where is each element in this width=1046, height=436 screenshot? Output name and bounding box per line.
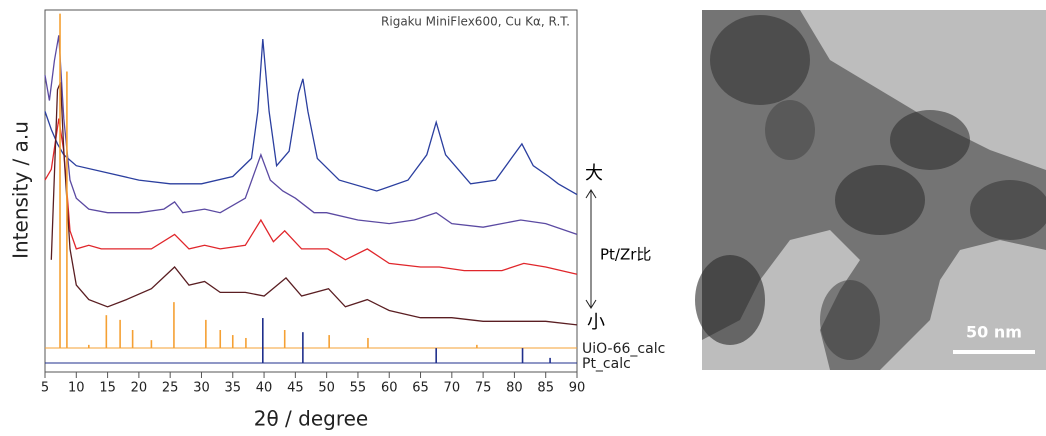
x-tick-label: 70 (444, 381, 461, 396)
x-tick-label: 65 (412, 381, 429, 396)
x-tick-label: 85 (537, 381, 554, 396)
x-tick-label: 30 (193, 381, 210, 396)
pattern-line (44, 35, 578, 236)
x-tick-label: 90 (569, 381, 586, 396)
ratio-arrow (585, 189, 597, 309)
series-label: UiO-66_calc (582, 341, 665, 357)
arrow-top-label: 大 (585, 163, 603, 184)
x-tick-label: 45 (287, 381, 304, 396)
x-tick-label: 50 (318, 381, 335, 396)
instrument-note: Rigaku MiniFlex600, Cu Kα, R.T. (381, 15, 570, 29)
arrow-bottom-label: 小 (587, 312, 605, 333)
x-tick-label: 55 (350, 381, 367, 396)
scale-bar-label: 50 nm (966, 323, 1022, 342)
x-tick-label: 15 (99, 381, 116, 396)
pattern-line (44, 38, 578, 196)
pattern-line (44, 118, 578, 275)
x-tick-label: 60 (381, 381, 398, 396)
x-tick-label: 5 (41, 381, 49, 396)
x-tick-label: 10 (68, 381, 85, 396)
x-tick-label: 35 (224, 381, 241, 396)
tem-image: 50 nm (695, 10, 1046, 370)
x-tick-label: 25 (162, 381, 179, 396)
y-axis-label: Intensity / a.u (9, 121, 33, 259)
series-label: Pt_calc (582, 356, 631, 372)
x-axis-label: 2θ / degree (254, 407, 369, 431)
plot-frame (44, 9, 578, 373)
x-tick-label: 20 (131, 381, 148, 396)
x-tick-label: 40 (256, 381, 273, 396)
x-tick-label: 75 (475, 381, 492, 396)
arrow-label: Pt/Zr比 (600, 246, 651, 264)
x-tick-label: 80 (506, 381, 523, 396)
pattern-line (50, 82, 578, 326)
